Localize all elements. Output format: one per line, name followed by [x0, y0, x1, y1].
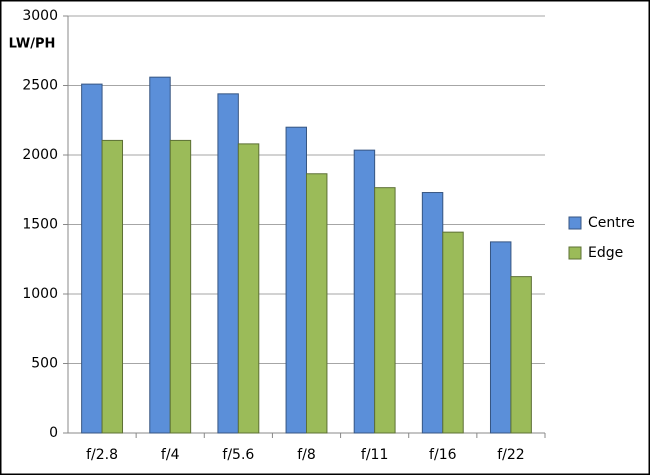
bar: [489, 241, 512, 434]
legend-swatch: [568, 246, 582, 260]
bar: [353, 149, 376, 434]
bar: [217, 93, 239, 434]
bar: [169, 139, 192, 434]
y-tick-label: 2500: [22, 78, 58, 94]
bar: [306, 173, 328, 434]
x-tick-label: f/11: [361, 447, 388, 463]
x-tick-label: f/5.6: [222, 447, 254, 463]
bar: [421, 192, 444, 434]
bar: [149, 76, 171, 434]
x-tick-label: f/8: [297, 447, 316, 463]
y-axis-label: LW/PH: [9, 37, 56, 52]
y-tick-label: 500: [31, 356, 58, 372]
bar: [442, 231, 464, 434]
y-tick-label: 1000: [22, 286, 58, 302]
bar: [101, 139, 124, 434]
x-tick-label: f/16: [429, 447, 457, 463]
bar: [510, 276, 532, 434]
bar: [374, 187, 396, 434]
x-tick-label: f/2.8: [86, 447, 118, 463]
y-tick-label: 2000: [22, 147, 58, 163]
legend-swatch: [568, 216, 582, 230]
y-tick-label: 3000: [22, 8, 58, 24]
bar: [237, 143, 260, 434]
bar: [285, 126, 307, 434]
bar: [81, 83, 103, 434]
x-tick-label: f/4: [161, 447, 180, 463]
x-tick-label: f/22: [497, 447, 524, 463]
y-tick-label: 1500: [22, 217, 58, 233]
y-tick-label: 0: [49, 425, 58, 441]
legend-label: Edge: [588, 245, 623, 261]
legend-label: Centre: [588, 215, 635, 231]
